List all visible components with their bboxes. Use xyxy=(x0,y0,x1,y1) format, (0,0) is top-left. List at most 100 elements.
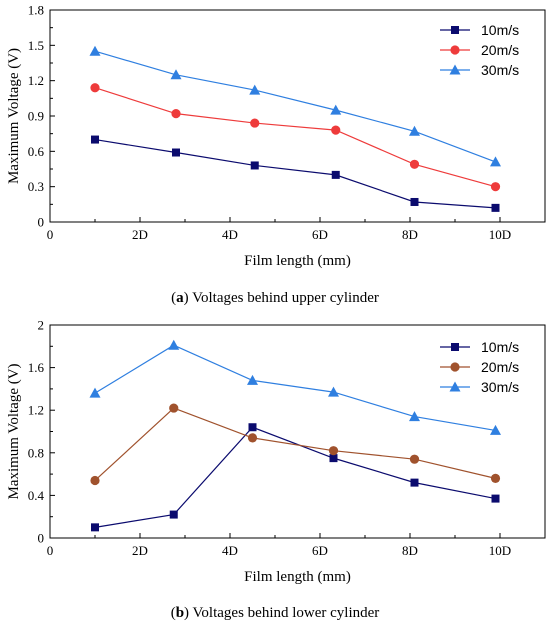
legend-marker xyxy=(451,343,459,351)
series-line xyxy=(94,407,496,481)
legend-entry: 10m/s xyxy=(440,339,519,355)
legend-label: 30m/s xyxy=(481,379,519,395)
caption-a: (a) Voltages behind upper cylinder xyxy=(171,290,379,306)
data-point xyxy=(172,148,180,157)
data-point xyxy=(89,387,101,398)
series-10m/s xyxy=(91,423,500,532)
y-tick-label: 1.2 xyxy=(28,403,44,418)
data-point xyxy=(329,454,338,463)
y-axis-label: Maximum Voltage (V) xyxy=(6,48,22,184)
legend-entry: 20m/s xyxy=(440,42,519,58)
data-point xyxy=(170,69,182,80)
data-point xyxy=(250,161,259,170)
data-point xyxy=(331,170,340,179)
y-tick-label: 0.9 xyxy=(28,109,44,124)
y-tick-label: 2 xyxy=(38,318,45,333)
series-10m/s xyxy=(91,135,500,212)
y-axis-label: Maximum Voltage (V) xyxy=(6,363,22,499)
legend-entry: 30m/s xyxy=(440,62,519,78)
chart-a: 0 2D 4D 6D 8D 10D 0 0.3 0.6 0.9 1.2 1.5 1.8 Film leng… xyxy=(6,3,546,269)
y-tick-label: 1.8 xyxy=(28,3,44,18)
plot-frame xyxy=(49,324,546,539)
caption-b: (b) Voltages behind lower cylinder xyxy=(171,605,380,621)
data-point xyxy=(90,83,100,93)
data-point xyxy=(249,84,261,95)
plot-frame xyxy=(49,9,546,223)
legend-label: 20m/s xyxy=(481,359,519,375)
y-tick-label: 0.3 xyxy=(28,179,44,194)
data-point xyxy=(409,454,420,464)
data-point xyxy=(331,125,341,135)
x-tick-label: 2D xyxy=(132,227,148,242)
y-tick-label: 0.4 xyxy=(28,488,45,503)
y-tick-label: 1.6 xyxy=(28,360,45,375)
x-tick-label: 4D xyxy=(222,543,238,558)
y-tick-label: 0 xyxy=(38,215,45,230)
data-point xyxy=(330,104,342,115)
y-tick-label: 1.5 xyxy=(28,38,44,53)
legend-label: 30m/s xyxy=(481,62,519,78)
chart-b: 0 2D 4D 6D 8D 10D 0 0.4 0.8 1.2 1.6 2 Film length (m… xyxy=(6,318,546,585)
series-line xyxy=(94,50,496,163)
series-line xyxy=(94,344,496,432)
data-point xyxy=(169,403,179,413)
data-point xyxy=(247,374,258,385)
data-point xyxy=(409,411,420,422)
x-tick-label: 4D xyxy=(222,227,238,242)
data-point xyxy=(409,159,420,169)
series-30m/s xyxy=(89,45,501,167)
series-line xyxy=(94,87,496,188)
data-point xyxy=(409,125,420,136)
legend-label: 20m/s xyxy=(481,42,519,58)
legend-label: 10m/s xyxy=(481,22,519,38)
data-point xyxy=(168,339,180,350)
x-tick-label: 6D xyxy=(312,227,328,242)
x-tick-label: 6D xyxy=(312,543,328,558)
legend-entry: 30m/s xyxy=(440,379,519,395)
y-tick-label: 0 xyxy=(38,531,45,546)
series-20m/s xyxy=(90,403,501,486)
x-tick-label: 8D xyxy=(402,227,418,242)
x-tick-label: 10D xyxy=(489,543,511,558)
x-tick-label: 8D xyxy=(402,543,418,558)
data-point xyxy=(248,423,257,432)
series-line xyxy=(94,138,496,209)
data-point xyxy=(171,109,181,119)
legend-marker xyxy=(451,26,459,34)
data-point xyxy=(91,135,99,144)
data-point xyxy=(247,433,258,443)
data-point xyxy=(490,156,501,167)
legend-marker xyxy=(449,64,461,75)
legend-entry: 20m/s xyxy=(440,359,519,375)
series-20m/s xyxy=(90,83,501,192)
data-point xyxy=(328,386,339,397)
series-30m/s xyxy=(89,339,501,435)
y-tick-label: 0.8 xyxy=(28,445,44,460)
legend-entry: 10m/s xyxy=(440,22,519,38)
series-line xyxy=(94,426,496,528)
legend-marker xyxy=(449,381,461,392)
x-tick-label: 0 xyxy=(47,227,54,242)
data-point xyxy=(328,446,339,456)
data-point xyxy=(169,510,178,519)
x-tick-label: 2D xyxy=(132,543,148,558)
data-point xyxy=(90,475,100,486)
legend-label: 10m/s xyxy=(481,339,519,355)
data-point xyxy=(250,118,260,128)
data-point xyxy=(491,203,500,212)
legend-marker xyxy=(450,362,460,372)
data-point xyxy=(490,182,501,192)
legend-marker xyxy=(450,45,460,55)
data-point xyxy=(410,197,419,206)
data-point xyxy=(89,45,101,56)
data-point xyxy=(410,478,419,487)
data-point xyxy=(491,494,500,503)
y-tick-label: 1.2 xyxy=(28,73,44,88)
data-point xyxy=(490,473,501,483)
data-point xyxy=(490,424,501,435)
data-point xyxy=(91,523,99,532)
x-axis-label: Film length (mm) xyxy=(244,253,351,269)
x-axis-label: Film length (mm) xyxy=(244,569,351,585)
x-tick-label: 0 xyxy=(47,543,54,558)
